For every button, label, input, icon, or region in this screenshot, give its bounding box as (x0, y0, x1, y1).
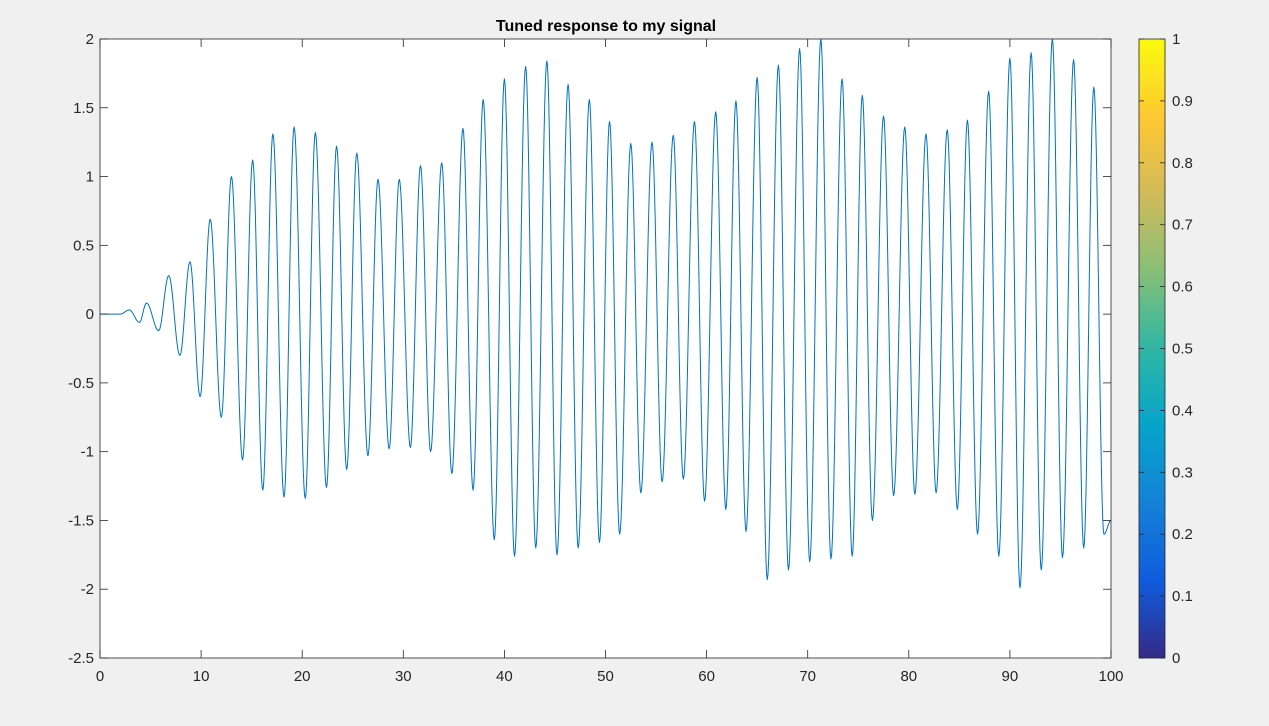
x-tick-label: 0 (96, 668, 104, 685)
colorbar-tick-label: 0.4 (1172, 402, 1193, 419)
colorbar-tick-label: 0.7 (1172, 217, 1193, 234)
y-tick-label: 1 (86, 169, 94, 186)
x-tick-label: 70 (799, 668, 816, 685)
colorbar-tick-label: 0 (1172, 650, 1180, 667)
y-tick-label: -1.5 (68, 512, 94, 529)
plot-area (100, 39, 1111, 658)
y-tick-label: 2 (86, 31, 94, 48)
x-tick-label: 10 (193, 668, 210, 685)
colorbar-tick-label: 1 (1172, 31, 1180, 48)
x-tick-label: 30 (395, 668, 412, 685)
x-tick-label: 20 (294, 668, 311, 685)
y-tick-label: -2.5 (68, 650, 94, 667)
x-tick-label: 50 (597, 668, 614, 685)
y-tick-label: 0 (86, 306, 94, 323)
colorbar-tick-label: 0.5 (1172, 341, 1193, 358)
x-tick-label: 80 (900, 668, 917, 685)
chart-title: Tuned response to my signal (496, 18, 716, 35)
x-tick-label: 90 (1002, 668, 1019, 685)
y-tick-label: 0.5 (73, 237, 94, 254)
y-tick-label: 1.5 (73, 100, 94, 117)
colorbar-tick-label: 0.9 (1172, 93, 1193, 110)
y-tick-label: -0.5 (68, 375, 94, 392)
y-tick-label: -1 (81, 444, 94, 461)
x-tick-label: 60 (698, 668, 715, 685)
colorbar-tick-label: 0.2 (1172, 526, 1193, 543)
x-tick-label: 40 (496, 668, 513, 685)
colorbar-tick-label: 0.1 (1172, 588, 1193, 605)
plot-axes: 0 10 20 30 40 50 60 70 80 90 100 -2.5-2-1.5-1-0.50… (68, 31, 1123, 685)
colorbar-tick-label: 0.8 (1172, 155, 1193, 172)
y-tick-label: -2 (81, 581, 94, 598)
colorbar-tick-label: 0.3 (1172, 464, 1193, 481)
colorbar: 0 0.1 0.2 0.3 0.4 0.5 0.6 0.7 0.8 0.9 1 (1139, 31, 1193, 667)
x-tick-label: 100 (1098, 668, 1123, 685)
colorbar-tick-label: 0.6 (1172, 279, 1193, 296)
